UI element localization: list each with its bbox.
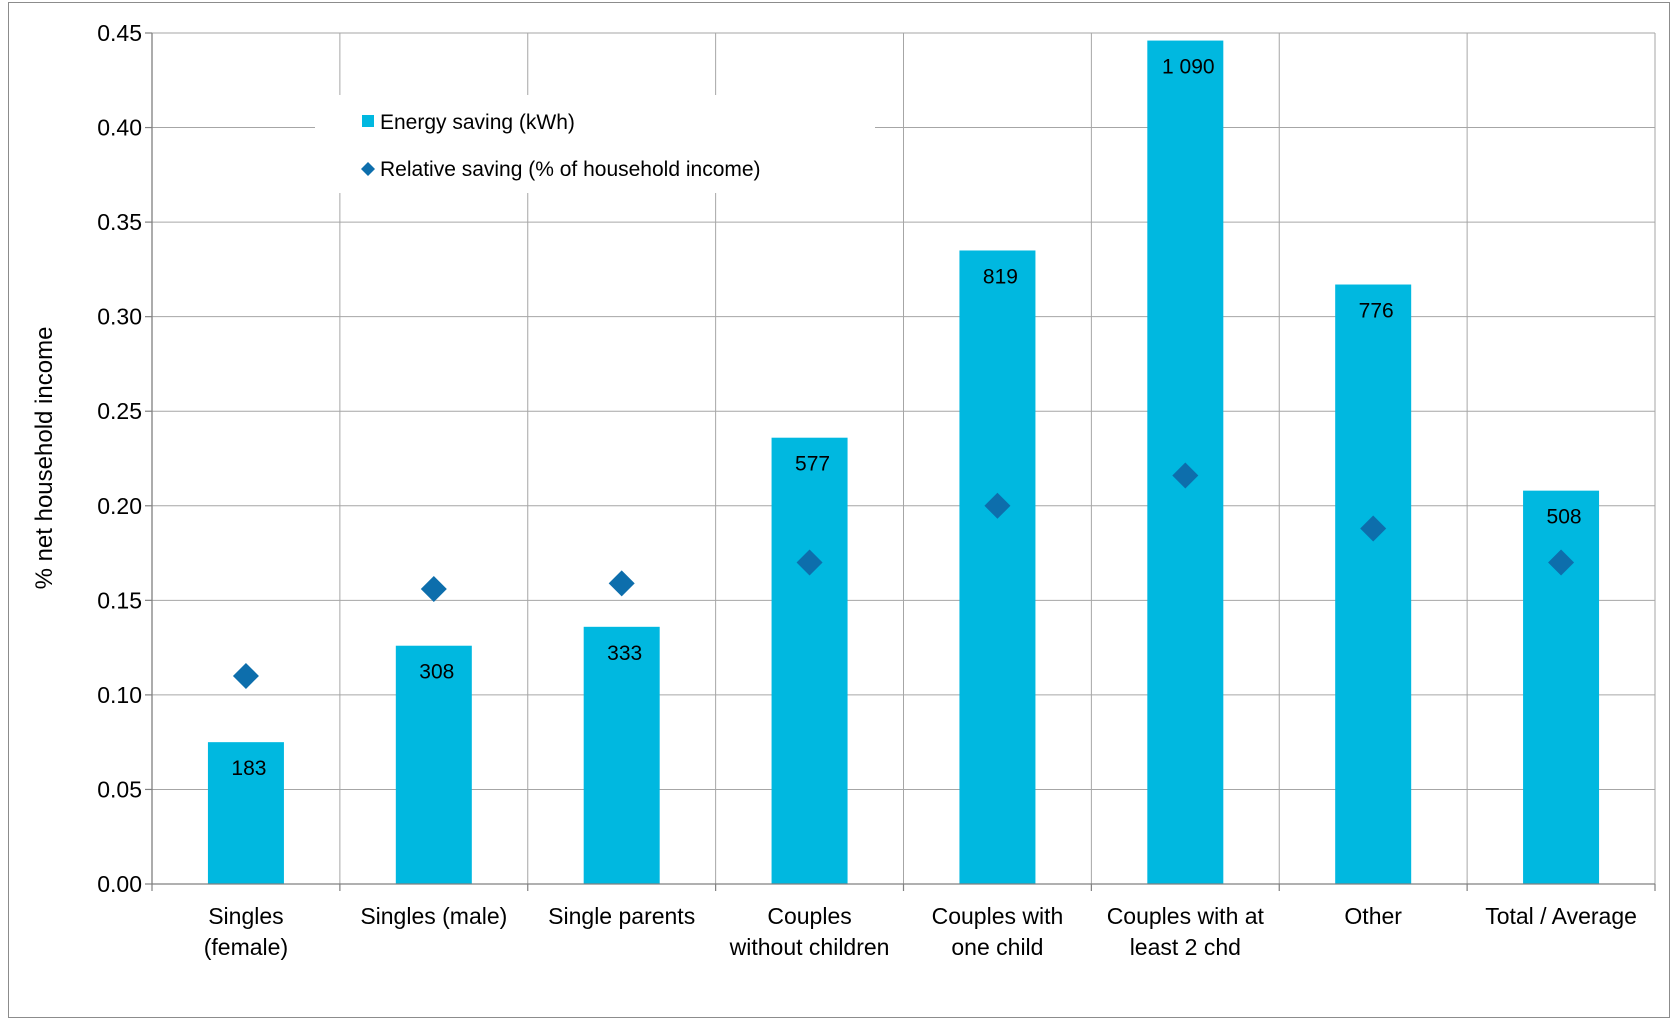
x-category-label: Other	[1344, 903, 1402, 929]
bars: 183 308 333 577 819 1 090 776 508	[207, 40, 1600, 884]
bar	[771, 437, 848, 884]
y-tick-label: 0.15	[97, 587, 142, 613]
x-category-label: (female)	[204, 934, 288, 960]
bar	[959, 250, 1036, 884]
bar-data-label: 308	[419, 661, 454, 684]
y-tick-label: 0.10	[97, 682, 142, 708]
bar	[207, 742, 284, 884]
bar	[1335, 284, 1412, 884]
y-tick-label: 0.35	[97, 209, 142, 235]
y-tick-label: 0.30	[97, 304, 142, 330]
marker-point	[232, 662, 259, 689]
x-category-label: Singles (male)	[360, 903, 507, 929]
legend: Energy saving (kWh) Relative saving (% o…	[315, 95, 875, 193]
x-category-label: Couples	[767, 903, 851, 929]
y-tick-label: 0.45	[97, 20, 142, 46]
bar-data-label: 333	[607, 642, 642, 665]
x-category-label: one child	[951, 934, 1043, 960]
y-tick-label: 0.05	[97, 776, 142, 802]
x-category-label: Couples with	[932, 903, 1064, 929]
bar-data-label: 819	[983, 265, 1018, 288]
legend-background	[315, 95, 875, 193]
markers	[232, 462, 1575, 689]
x-category-label: Singles	[208, 903, 283, 929]
x-category-label: least 2 chd	[1130, 934, 1241, 960]
bar-data-label: 183	[231, 757, 266, 780]
bar	[395, 645, 472, 884]
y-tick-label: 0.40	[97, 115, 142, 141]
marker-point	[608, 570, 635, 597]
y-tick-label: 0.20	[97, 493, 142, 519]
y-axis-label: % net household income	[31, 327, 58, 590]
bar-data-label: 776	[1359, 300, 1394, 323]
x-category-label: Total / Average	[1485, 903, 1637, 929]
x-category-label: Single parents	[548, 903, 695, 929]
marker-point	[420, 575, 447, 602]
bar-data-label: 508	[1547, 506, 1582, 529]
x-category-labels: Singles (female) Singles (male) Single pare…	[204, 903, 1637, 960]
y-tick-label: 0.00	[97, 871, 142, 897]
y-tick-labels: 0.00 0.05 0.10 0.15 0.20 0.25 0.30 0.35 0.40 0.45	[97, 20, 142, 897]
marker-point	[1548, 549, 1575, 576]
x-category-label: Couples with at	[1107, 903, 1265, 929]
bar-data-label: 1 090	[1162, 56, 1215, 79]
marker-point	[796, 549, 823, 576]
bar	[583, 626, 660, 884]
legend-swatch-energy-saving	[362, 115, 374, 127]
axes	[145, 32, 1656, 891]
bar	[1147, 40, 1224, 884]
marker-point	[1172, 462, 1199, 489]
y-tick-label: 0.25	[97, 398, 142, 424]
legend-label-energy-saving: Energy saving (kWh)	[380, 111, 575, 134]
x-category-label: without children	[729, 934, 890, 960]
legend-label-relative-saving: Relative saving (% of household income)	[380, 158, 761, 181]
legend-swatch-relative-saving	[361, 162, 375, 176]
marker-point	[984, 492, 1011, 519]
bar-data-label: 577	[795, 453, 830, 476]
marker-point	[1360, 515, 1387, 542]
